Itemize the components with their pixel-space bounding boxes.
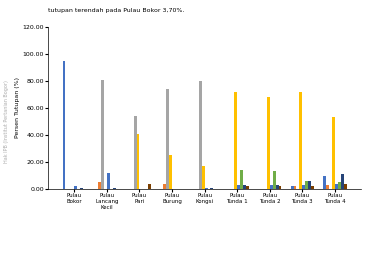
Bar [234,92,237,189]
Bar [202,166,205,189]
Bar [338,182,341,189]
Bar [344,184,347,189]
Bar [169,155,172,189]
Bar [107,173,110,189]
Bar [294,186,296,189]
Bar [137,134,140,189]
Bar [62,61,65,189]
Bar [323,176,326,189]
Bar [332,117,335,189]
Bar [199,81,202,189]
Bar [267,97,270,189]
Bar [163,184,166,189]
Bar [299,92,302,189]
Bar [305,181,308,189]
Bar [341,174,344,189]
Bar [166,89,169,189]
Bar [243,185,246,189]
Bar [279,186,282,189]
Text: Hak IPB (Institut Pertanian Bogor): Hak IPB (Institut Pertanian Bogor) [4,80,9,163]
Bar [302,185,305,189]
Bar [246,186,249,189]
Bar [240,170,243,189]
Bar [326,185,329,189]
Bar [113,188,116,189]
Bar [205,188,208,189]
Bar [291,186,294,189]
Bar [74,186,77,189]
Bar [211,188,214,189]
Bar [311,186,314,189]
Bar [148,184,151,189]
Bar [80,188,83,189]
Bar [276,185,279,189]
Bar [98,182,101,189]
Bar [134,116,137,189]
Bar [273,171,276,189]
Bar [237,185,240,189]
Bar [308,181,311,189]
Bar [101,80,104,189]
Text: tutupan terendah pada Pulau Bokor 3,70%.: tutupan terendah pada Pulau Bokor 3,70%. [48,8,185,13]
Bar [270,185,273,189]
Y-axis label: Persen Tutupan (%): Persen Tutupan (%) [15,77,20,139]
Bar [335,184,338,189]
